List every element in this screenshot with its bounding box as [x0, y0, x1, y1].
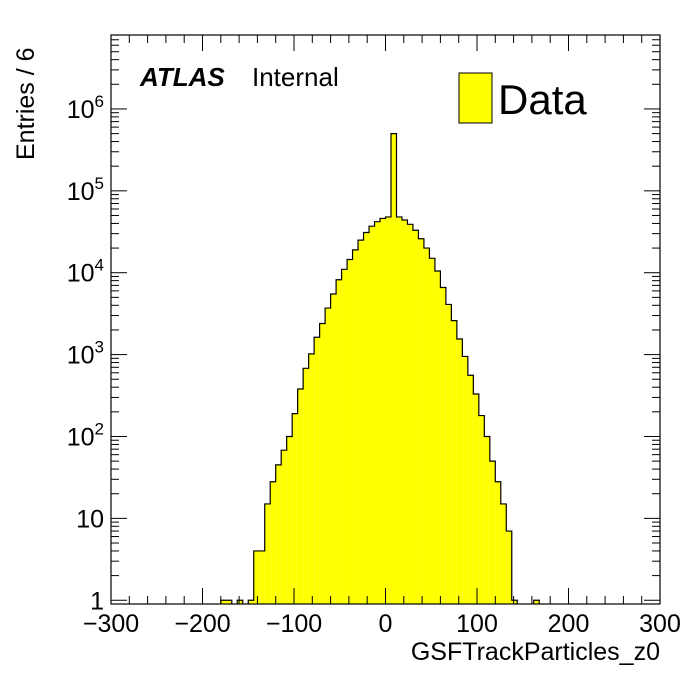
histogram-bin [467, 375, 474, 604]
x-tick-label: 100 [456, 610, 498, 638]
y-tick-label: 102 [67, 419, 104, 451]
x-axis-title: GSFTrackParticles_z0 [411, 638, 660, 666]
histogram-bin [303, 368, 309, 604]
histogram-bin [434, 270, 441, 604]
histogram-bin [270, 481, 276, 604]
bins-fill-group [220, 133, 540, 605]
histogram-bin [347, 259, 353, 604]
histogram-bin [374, 221, 381, 604]
x-tick-label: 0 [379, 610, 393, 638]
histogram-bin [325, 308, 331, 604]
histogram-bin [253, 550, 260, 604]
histogram-bin [363, 232, 370, 604]
x-tick-label: −100 [266, 610, 322, 638]
histogram-bin [418, 238, 424, 604]
tick-labels-group: −300 −200 −100 0 100 200 300 1 10 102 103 104 105 106 [67, 92, 681, 638]
histogram-bin [456, 339, 463, 604]
histogram-bin [511, 600, 518, 604]
histogram-bin [380, 218, 386, 604]
histogram-bin [401, 220, 408, 604]
axis-ticks-group [110, 34, 661, 604]
histogram-bin [341, 269, 348, 604]
histogram-bin [407, 224, 413, 605]
y-tick-label: 103 [67, 338, 104, 370]
histogram-bin [226, 600, 232, 604]
histogram-bin [292, 413, 298, 604]
x-tick-label: 200 [548, 610, 590, 638]
histogram-bin [264, 503, 271, 604]
histogram-bin [358, 240, 364, 605]
histogram-bin [319, 323, 326, 604]
histogram-bin [533, 600, 540, 604]
histogram-bin [308, 353, 315, 604]
x-tick-label: −300 [83, 610, 139, 638]
legend-swatch-data [458, 72, 493, 124]
histogram-bin [500, 503, 507, 604]
histogram-bin [489, 461, 496, 604]
histogram-bin [440, 287, 446, 604]
y-tick-label: 1 [90, 587, 104, 615]
legend-label-data: Data [498, 76, 587, 123]
y-tick-label: 106 [67, 92, 104, 124]
histogram-bin [445, 304, 452, 604]
histogram-bin [352, 249, 359, 605]
histogram-bin [286, 436, 293, 604]
histogram-bin [336, 279, 342, 604]
histogram-bin [259, 550, 265, 604]
histogram-bin [314, 337, 320, 604]
histogram-bin [506, 531, 512, 604]
histogram-bin [423, 248, 430, 604]
atlas-status-label: Internal [252, 62, 339, 92]
histogram-bin [385, 216, 391, 604]
histogram-bin [473, 394, 479, 604]
x-tick-label: −200 [174, 610, 230, 638]
histogram-outline [220, 132, 540, 604]
y-tick-label: 104 [67, 256, 104, 288]
histogram-bin [220, 600, 227, 604]
histogram-bin [451, 320, 457, 604]
histogram-bin [396, 216, 402, 604]
y-axis-title: Entries / 6 [12, 47, 40, 160]
histogram-bin [484, 436, 490, 604]
y-tick-label: 10 [76, 505, 104, 533]
histogram-bin [297, 389, 304, 604]
histogram-bin [248, 600, 254, 604]
atlas-label: ATLAS [139, 62, 225, 92]
x-tick-label: 300 [639, 610, 681, 638]
histogram-bin [369, 226, 375, 604]
histogram-bin [281, 450, 287, 604]
histogram-bin [275, 464, 282, 604]
histogram-bin [478, 415, 485, 604]
histogram-bin [330, 293, 337, 604]
histogram-bin [462, 356, 468, 604]
histogram-bin [495, 481, 501, 604]
histogram-bin [390, 133, 397, 604]
histogram-bin [237, 600, 243, 604]
histogram-bin [429, 258, 435, 604]
histogram-bin [412, 230, 419, 604]
y-tick-label: 105 [67, 174, 104, 206]
histogram-outline-group [220, 132, 540, 604]
